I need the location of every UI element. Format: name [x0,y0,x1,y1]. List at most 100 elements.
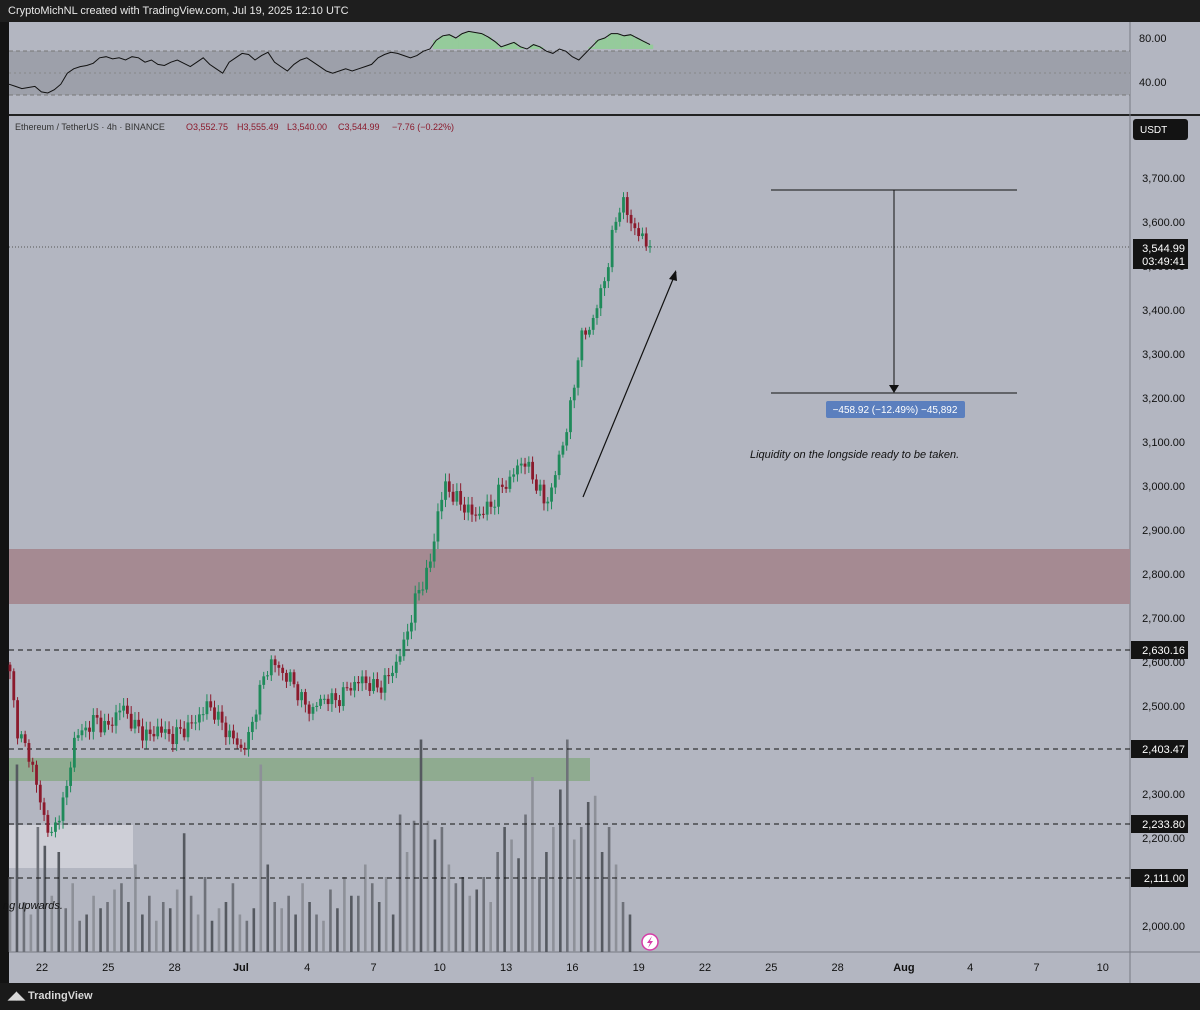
volume-bar [71,883,74,952]
rsi-overbought-segment [478,33,485,49]
level-tag-2403-text: 2,403.47 [1142,744,1185,756]
time-tick-label: Jul [233,962,249,974]
volume-bar [398,814,402,952]
candle-body [307,704,311,714]
price-tick-label: 2,300.00 [1142,789,1185,801]
time-tick-label: 4 [304,962,310,974]
volume-bar [572,839,576,952]
annotation-text[interactable]: Liquidity on the longside ready to be ta… [750,449,959,461]
candle-body [341,687,345,707]
volume-bar [273,902,277,952]
level-tag-2630 [1131,641,1188,659]
candle-body [42,802,46,815]
volume-bar [489,902,492,952]
volume-bar [350,895,353,952]
candle-body [224,722,228,738]
volume-bar [189,895,193,952]
candle-body [375,679,379,688]
volume-bar [357,895,360,952]
candle-body [644,233,648,247]
candle-body [504,486,508,489]
rsi-overbought-segment [452,38,459,49]
rsi-overbought-segment [601,38,608,49]
candle-body [122,705,126,711]
volume-bar [343,877,346,952]
price-tick-label: 3,400.00 [1142,305,1185,317]
candle-body [466,504,470,513]
candle-body [595,308,599,319]
candle-body [576,360,580,388]
candle-body [254,714,258,722]
volume-bar [15,764,19,952]
candle-body [300,692,303,701]
candle-body [561,445,565,455]
volume-bar [22,902,26,952]
candle-body [250,721,254,733]
candle-body [493,506,497,508]
volume-bar [586,802,590,952]
candle-body [557,454,561,476]
volume-bar [161,902,165,952]
candle-body [565,432,569,446]
candle-body [451,491,455,502]
rsi-overbought-segment [433,40,440,49]
candle-body [459,491,463,505]
volume-bar [43,845,47,952]
candle-body [497,484,500,507]
price-tick-label: 2,200.00 [1142,833,1185,845]
trend-arrow [582,271,677,498]
candle-body [516,465,519,475]
candle-body [91,715,95,732]
volume-bar [106,902,109,952]
current-price-tag [1133,239,1188,269]
volume-bar [566,739,569,952]
candle-body [512,474,516,477]
volume-bar [92,895,95,952]
rsi-overbought-segment [640,41,647,49]
candle-body [209,701,213,708]
candle-body [205,701,209,715]
currency-badge[interactable] [1133,119,1188,140]
volume-bar [29,914,33,952]
candle-body [474,514,478,516]
candle-body [531,461,535,480]
candle-body [527,461,531,467]
rsi-overbought-segment [646,44,654,49]
rsi-overbought-segment [607,33,615,49]
candle-body [69,767,72,786]
tradingview-logo[interactable]: ◢◣ TradingView [8,990,93,1002]
candle-body [463,504,466,513]
volume-bar [496,852,499,952]
price-tick-label: 2,700.00 [1142,613,1185,625]
candle-body [580,330,584,361]
price-tick-label: 3,600.00 [1142,217,1185,229]
volume-bar [280,908,283,952]
volume-bar [559,789,562,952]
candle-body [553,475,557,488]
candle-body [421,589,425,591]
candle-body [569,400,572,433]
symbol-pair: Ethereum / TetherUS · 4h · BINANCE [15,122,165,132]
chart-canvas[interactable]: 80.00 40.00 −458.92 (−12.49%) −45,892 Li… [0,0,1200,983]
candle-body [19,734,23,739]
candle-body [428,561,432,568]
volume-bar [545,852,548,952]
volume-bar [531,777,534,952]
candle-body [141,726,144,741]
candle-body [12,671,16,701]
bar-countdown: 03:49:41 [1142,256,1185,268]
measure-label: −458.92 (−12.49%) −45,892 [833,405,958,416]
volume-bar [224,902,228,952]
candle-body [232,730,235,739]
volume-bar [294,914,297,952]
candle-body [391,672,394,677]
candle-body [88,727,91,732]
candle-body [440,499,444,512]
candle-body [322,698,326,700]
candle-body [54,822,57,832]
candle-body [368,683,372,692]
volume-bar [78,920,81,952]
symbol-legend: Ethereum / TetherUS · 4h · BINANCE O3,55… [15,122,454,132]
candle-body [266,675,269,677]
candle-body [50,831,54,833]
